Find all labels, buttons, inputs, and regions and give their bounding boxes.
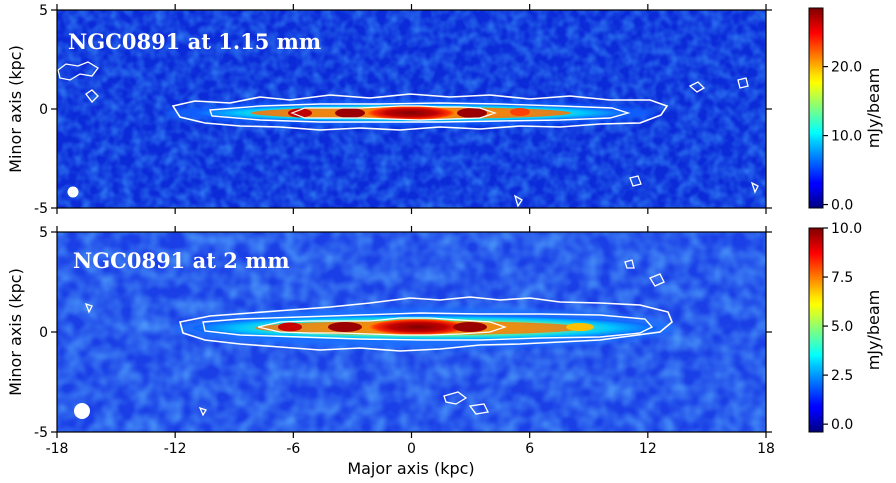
panel-1-y-tick-label: -5 [34, 201, 48, 217]
x-tick-label: -12 [164, 441, 187, 457]
x-tick-label: -18 [46, 441, 69, 457]
colorbar-2-tick-label: 10.0 [831, 221, 862, 237]
panel-1-knot [335, 108, 365, 118]
colorbar-2-tick-label: 5.0 [831, 319, 853, 335]
panel-1-ylabel: Minor axis (kpc) [6, 45, 25, 173]
colorbar-1-tick-label: 20.0 [831, 60, 862, 76]
colorbar-1-label: mJy/beam [864, 68, 883, 149]
panel-1-beam [67, 186, 79, 198]
panel-2-noise-contour [649, 273, 665, 287]
colorbar-1-tick-label: 10.0 [831, 129, 862, 145]
colorbar-1-gradient [808, 7, 824, 209]
colorbar-1-tick-label: 0.0 [831, 198, 853, 214]
panel-1-ticks: 5 0 -5 [34, 3, 772, 217]
panel-1-y-tick-label: 0 [39, 102, 48, 118]
x-axis-title: Major axis (kpc) [347, 459, 474, 478]
panel-2-title: NGC0891 at 2 mm [73, 248, 290, 273]
panel-2-map: NGC0891 at 2 mm -18 -12 -6 0 6 12 18 5 0 -5 Minor… [6, 225, 775, 478]
panel-2-knot [453, 322, 487, 332]
panel-1-inner-contour [290, 105, 497, 121]
panel-2-noise-contour [468, 403, 489, 415]
panel-1-noise-contour [750, 181, 759, 194]
panel-2-noise-contour [443, 391, 468, 405]
panel-2-core [368, 319, 468, 335]
x-tick-label: 18 [757, 441, 775, 457]
colorbar-2-gradient [808, 227, 824, 433]
panel-2-knot [328, 322, 362, 332]
panel-2-knot [566, 323, 594, 331]
panel-1-noise-contour [85, 89, 99, 103]
x-tick-label: 6 [525, 441, 534, 457]
panel-1-knot [288, 108, 312, 118]
panel-2-ticks: -18 -12 -6 0 6 12 18 5 0 -5 [34, 225, 775, 457]
panel-2-noise-contour [84, 302, 93, 314]
panel-2-y-tick-label: 5 [39, 225, 48, 241]
panel-2-mid-contour [202, 312, 654, 341]
panel-2-outer-contour [179, 296, 673, 352]
panel-1-mid-contour [209, 102, 631, 123]
panel-1-noise-contour [737, 77, 749, 89]
panel-1-outer-contour [171, 93, 669, 131]
panel-1-noise-contour [629, 175, 642, 187]
x-tick-label: -6 [286, 441, 300, 457]
panel-2-y-tick-label: 0 [39, 325, 48, 341]
panel-1-knot [510, 108, 530, 116]
panel-2-ylabel: Minor axis (kpc) [6, 268, 25, 396]
panel-2-noise-contour [198, 406, 207, 417]
colorbar-2: 0.0 2.5 5.0 7.5 10.0 mJy/beam [808, 221, 883, 433]
panel-1-noise-contour [688, 81, 706, 93]
colorbar-1: 0.0 10.0 20.0 mJy/beam [808, 7, 883, 214]
panel-1-noise-contour [513, 194, 523, 208]
panel-1-title: NGC0891 at 1.15 mm [68, 29, 321, 54]
panel-1-core [366, 106, 456, 120]
panel-2-inner-contour [257, 317, 507, 336]
panel-2-beam [74, 403, 90, 419]
panel-2-y-tick-label: -5 [34, 425, 48, 441]
colorbar-2-ticks: 0.0 2.5 5.0 7.5 10.0 [823, 221, 862, 433]
x-tick-label: 12 [639, 441, 657, 457]
panel-1-map: NGC0891 at 1.15 mm 5 0 -5 Minor axis (kpc) [6, 3, 772, 217]
colorbar-2-tick-label: 0.0 [831, 417, 853, 433]
panel-1-noise-contour [57, 61, 99, 81]
colorbar-2-tick-label: 2.5 [831, 368, 853, 384]
x-tick-label: 0 [407, 441, 416, 457]
colorbar-1-ticks: 0.0 10.0 20.0 [823, 60, 862, 214]
panel-1-y-tick-label: 5 [39, 3, 48, 19]
colorbar-2-label: mJy/beam [864, 290, 883, 371]
panel-2-knot [278, 322, 302, 332]
panel-2-noise-contour [624, 259, 635, 269]
colorbar-2-tick-label: 7.5 [831, 270, 853, 286]
panel-1-knot [457, 108, 487, 118]
